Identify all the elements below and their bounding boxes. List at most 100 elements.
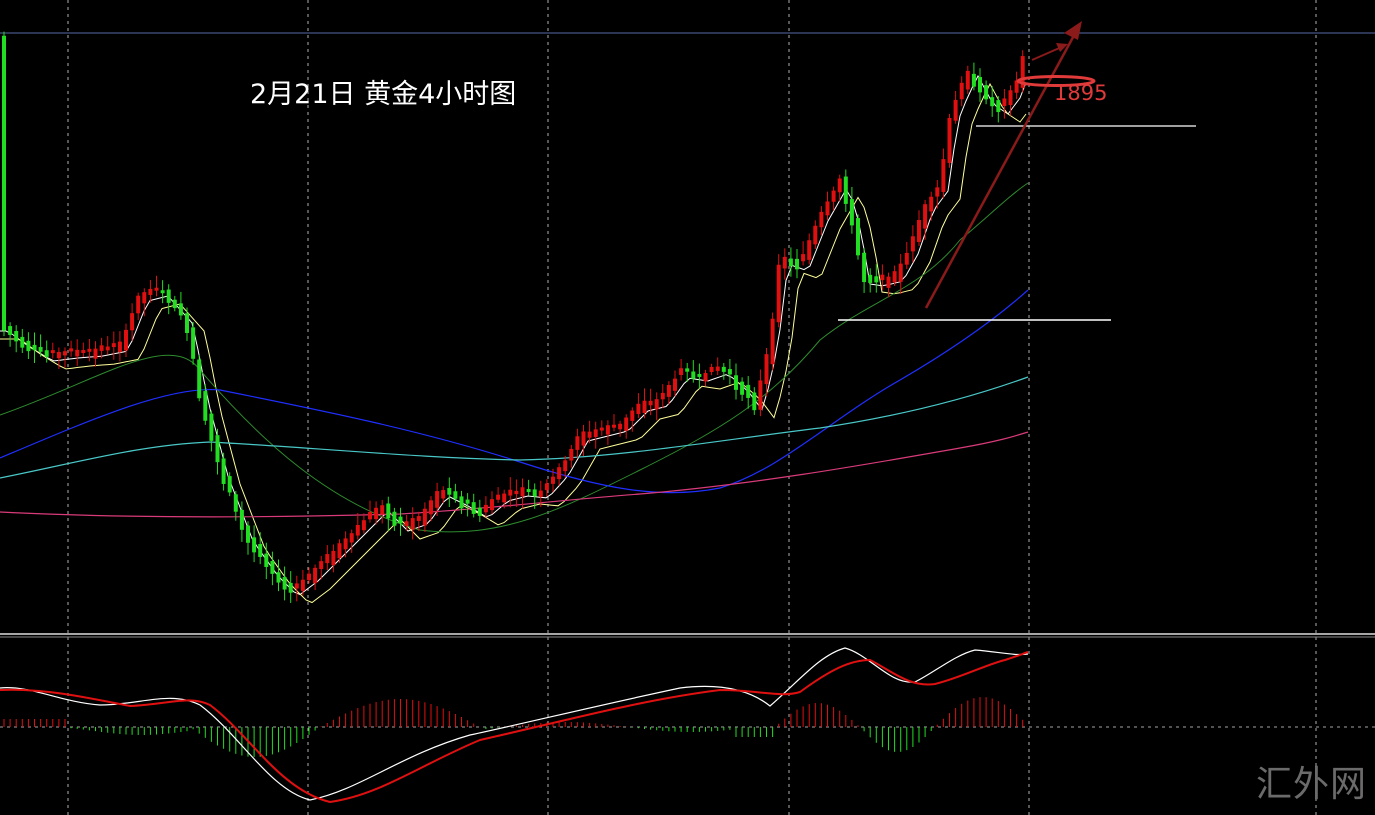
candle-body bbox=[843, 176, 848, 204]
candle-body bbox=[734, 375, 738, 390]
candle-body bbox=[416, 516, 421, 521]
candle-body bbox=[20, 336, 25, 348]
candle-body bbox=[252, 537, 257, 553]
candle-body bbox=[2, 35, 6, 331]
candle-body bbox=[264, 553, 269, 567]
candle-body bbox=[453, 491, 458, 499]
candle-body bbox=[557, 467, 562, 480]
candle-body bbox=[38, 346, 43, 352]
candle-body bbox=[63, 351, 67, 356]
candle-body bbox=[477, 507, 482, 516]
candle-body bbox=[227, 476, 232, 493]
candle-body bbox=[782, 256, 787, 269]
candle-body bbox=[355, 524, 360, 536]
candle-body bbox=[26, 340, 31, 352]
candle-body bbox=[490, 499, 494, 511]
candle-body bbox=[831, 190, 836, 202]
annotations bbox=[838, 21, 1196, 321]
candle-body bbox=[422, 508, 427, 526]
candle-body bbox=[984, 85, 989, 100]
candle-body bbox=[990, 97, 995, 107]
candle-body bbox=[374, 507, 379, 520]
candle-body bbox=[770, 318, 775, 365]
candle-body bbox=[697, 373, 702, 377]
candle-body bbox=[685, 368, 690, 372]
candle-body bbox=[56, 352, 61, 359]
trendline-arrow bbox=[924, 27, 1080, 309]
candle-body bbox=[99, 345, 104, 351]
candle-body bbox=[258, 544, 263, 557]
candle-body bbox=[953, 99, 958, 121]
candle-body bbox=[880, 274, 885, 281]
candle-body bbox=[642, 400, 647, 413]
candle-body bbox=[599, 427, 604, 431]
ma-line-blue bbox=[0, 289, 1029, 494]
candle-body bbox=[801, 254, 806, 262]
candle-body bbox=[904, 252, 909, 265]
candle-body bbox=[1020, 56, 1025, 88]
candle-body bbox=[508, 489, 513, 496]
candle-body bbox=[941, 159, 946, 192]
candle-body bbox=[727, 369, 732, 375]
candle-body bbox=[929, 196, 934, 212]
candle-body bbox=[1002, 98, 1007, 106]
candle-body bbox=[386, 503, 391, 519]
candle-body bbox=[746, 384, 751, 398]
ma-line-green bbox=[0, 182, 1029, 533]
candle-body bbox=[752, 392, 757, 411]
candle-body bbox=[75, 349, 80, 357]
candle-body bbox=[795, 258, 799, 270]
candle-body bbox=[337, 543, 342, 559]
candle-body bbox=[368, 512, 372, 520]
candle-body bbox=[465, 499, 470, 504]
candle-body bbox=[191, 327, 196, 359]
candle-body bbox=[709, 366, 714, 372]
candle-body bbox=[892, 271, 897, 283]
candle-body bbox=[825, 201, 830, 216]
candle-body bbox=[276, 572, 281, 583]
candle-body bbox=[959, 82, 964, 100]
candle-body bbox=[703, 373, 708, 382]
candle-body bbox=[593, 429, 598, 438]
candle-body bbox=[215, 435, 220, 463]
candle-body bbox=[142, 292, 147, 304]
candle-body bbox=[343, 538, 348, 550]
candle-body bbox=[392, 511, 397, 526]
ma-line-fast bbox=[0, 74, 1027, 596]
candle-body bbox=[764, 354, 769, 385]
candle-body bbox=[209, 413, 214, 441]
candle-body bbox=[81, 350, 86, 354]
candle-body bbox=[32, 344, 37, 351]
candle-body bbox=[849, 199, 854, 226]
candle-body bbox=[124, 329, 128, 351]
candle-body bbox=[441, 490, 446, 499]
candle-body bbox=[721, 366, 726, 372]
candle-body bbox=[618, 423, 623, 430]
candle-body bbox=[404, 521, 409, 527]
short-arrow-head bbox=[1056, 43, 1068, 52]
candle-body bbox=[971, 73, 976, 87]
candle-body bbox=[87, 348, 92, 352]
candle-body bbox=[459, 496, 464, 509]
candle-body bbox=[563, 460, 568, 472]
ma-line-pink bbox=[0, 431, 1029, 518]
candle-body bbox=[965, 70, 970, 90]
candle-body bbox=[307, 573, 311, 581]
candle-body bbox=[398, 516, 403, 524]
candle-body bbox=[483, 504, 488, 513]
candle-body bbox=[819, 211, 824, 228]
candle-body bbox=[44, 350, 49, 357]
candle-body bbox=[203, 391, 208, 421]
candle-body bbox=[239, 509, 244, 530]
price-highlight-ellipse bbox=[1016, 75, 1096, 87]
candle-body bbox=[447, 487, 452, 495]
candle-body bbox=[520, 487, 525, 497]
candle-body bbox=[837, 178, 842, 193]
candle-body bbox=[349, 533, 354, 543]
candle-body bbox=[111, 343, 116, 348]
candle-body bbox=[679, 368, 684, 375]
candle-body bbox=[185, 313, 189, 333]
candle-body bbox=[233, 494, 238, 512]
candle-body bbox=[8, 326, 13, 335]
